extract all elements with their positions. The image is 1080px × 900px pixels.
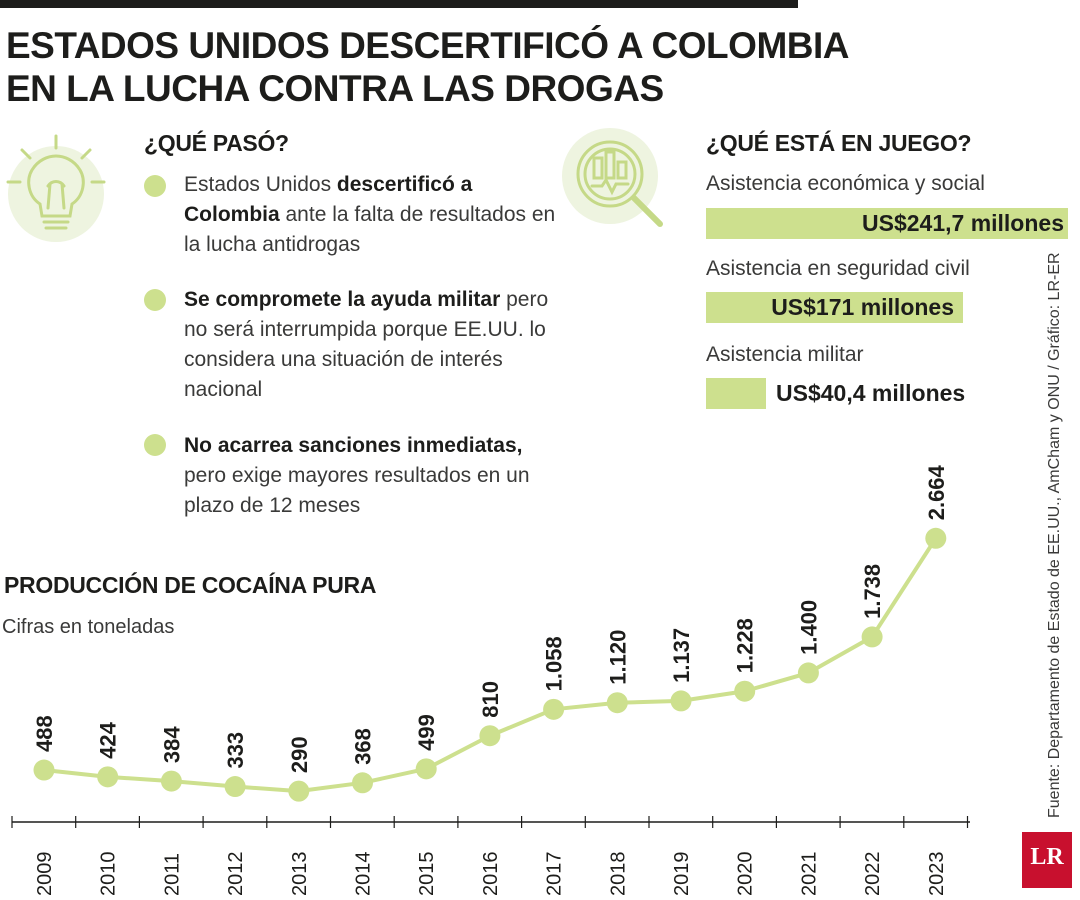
data-point bbox=[160, 770, 182, 792]
data-point bbox=[925, 527, 947, 549]
item-bold-text: Se compromete la ayuda militar bbox=[184, 288, 501, 311]
source-note: Fuente: Departamento de Estado de EE.UU.… bbox=[1046, 252, 1063, 818]
data-point bbox=[97, 766, 119, 788]
data-label: 1.120 bbox=[605, 630, 630, 685]
chart-subtitle: Cifras en toneladas bbox=[2, 616, 175, 638]
x-tick-label: 2016 bbox=[480, 852, 502, 897]
data-label: 333 bbox=[223, 732, 248, 769]
top-rule bbox=[0, 0, 798, 8]
data-label: 1.058 bbox=[542, 636, 567, 691]
item-text: Estados Unidos bbox=[184, 173, 337, 196]
que-paso-item-3: No acarrea sanciones inmediatas, pero ex… bbox=[184, 431, 564, 521]
stake-bar-seguridad bbox=[706, 292, 963, 323]
stake-value-militar: US$40,4 millones bbox=[776, 380, 966, 406]
data-point bbox=[33, 759, 55, 781]
data-point bbox=[797, 662, 819, 684]
data-point bbox=[734, 680, 756, 702]
que-paso-heading: ¿QUÉ PASÓ? bbox=[144, 130, 289, 156]
data-point bbox=[543, 698, 565, 720]
x-tick-label: 2014 bbox=[353, 852, 375, 897]
magnifier-chart-icon bbox=[562, 128, 663, 227]
data-point bbox=[479, 725, 501, 747]
data-point bbox=[606, 692, 628, 714]
title-line-2: EN LA LUCHA CONTRA LAS DROGAS bbox=[6, 68, 664, 109]
x-tick-label: 2011 bbox=[161, 853, 183, 896]
lr-logo: LR bbox=[1022, 832, 1072, 888]
data-point bbox=[352, 772, 373, 794]
lightbulb-icon bbox=[6, 134, 106, 242]
page-title: ESTADOS UNIDOS DESCERTIFICÓ A COLOMBIA E… bbox=[6, 24, 849, 110]
data-point bbox=[288, 780, 310, 802]
x-tick-label: 2019 bbox=[671, 852, 693, 897]
x-tick-label: 2017 bbox=[544, 852, 566, 897]
item-text: pero exige mayores resultados en un plaz… bbox=[184, 464, 530, 517]
data-label: 1.738 bbox=[860, 564, 885, 619]
stake-bar-economica bbox=[706, 208, 1068, 239]
bullet-dot bbox=[144, 434, 166, 456]
x-tick-label: 2021 bbox=[798, 852, 820, 897]
data-label: 384 bbox=[159, 726, 184, 763]
stake-label-seguridad: Asistencia en seguridad civil bbox=[706, 257, 970, 280]
item-text: pero no será interrumpida porque EE.UU. … bbox=[184, 288, 549, 401]
x-tick-label: 2023 bbox=[926, 852, 948, 897]
data-label: 2.664 bbox=[924, 464, 949, 520]
item-text: ante la falta de resultados en la lucha … bbox=[184, 203, 556, 256]
data-label: 424 bbox=[96, 721, 121, 758]
chart-title: PRODUCCIÓN DE COCAÍNA PURA bbox=[4, 572, 377, 598]
data-point bbox=[861, 626, 883, 648]
stake-label-militar: Asistencia militar bbox=[706, 343, 864, 366]
data-point bbox=[670, 690, 692, 712]
x-tick-label: 2018 bbox=[607, 852, 629, 897]
data-label: 810 bbox=[478, 681, 503, 718]
stake-label-economica: Asistencia económica y social bbox=[706, 172, 985, 195]
bullet-dot bbox=[144, 289, 166, 311]
bullet-dot bbox=[144, 175, 166, 197]
data-point bbox=[224, 776, 246, 798]
data-label: 290 bbox=[287, 736, 312, 773]
data-label: 1.400 bbox=[796, 600, 821, 655]
stake-value-seguridad: US$171 millones bbox=[771, 294, 954, 320]
stake-value-economica: US$241,7 millones bbox=[862, 210, 1064, 236]
que-paso-item-2: Se compromete la ayuda militar pero no s… bbox=[184, 285, 564, 405]
data-point bbox=[415, 758, 437, 780]
x-tick-label: 2013 bbox=[289, 852, 311, 897]
item-bold-text: descertificó a Colombia bbox=[184, 173, 473, 226]
data-label: 1.137 bbox=[669, 628, 694, 683]
title-line-1: ESTADOS UNIDOS DESCERTIFICÓ A COLOMBIA bbox=[6, 25, 849, 66]
x-tick-label: 2012 bbox=[225, 852, 247, 897]
data-label: 499 bbox=[414, 714, 439, 751]
data-label: 368 bbox=[351, 728, 376, 765]
x-tick-label: 2022 bbox=[862, 852, 884, 897]
x-tick-label: 2010 bbox=[98, 852, 120, 897]
cocaine-production-chart: 488 2009 424 2010 384 2011 333 2012 290 2013 368 20… bbox=[11, 464, 970, 897]
que-paso-item-1: Estados Unidos descertificó a Colombia a… bbox=[184, 170, 564, 260]
en-juego-heading: ¿QUÉ ESTÁ EN JUEGO? bbox=[706, 130, 972, 156]
stake-bar-militar bbox=[706, 378, 766, 409]
item-bold-text: No acarrea sanciones inmediatas, bbox=[184, 434, 523, 457]
data-label: 1.228 bbox=[733, 618, 758, 673]
x-tick-label: 2009 bbox=[34, 852, 56, 897]
x-tick-label: 2020 bbox=[735, 852, 757, 897]
data-label: 488 bbox=[32, 715, 57, 752]
x-tick-label: 2015 bbox=[416, 852, 438, 897]
